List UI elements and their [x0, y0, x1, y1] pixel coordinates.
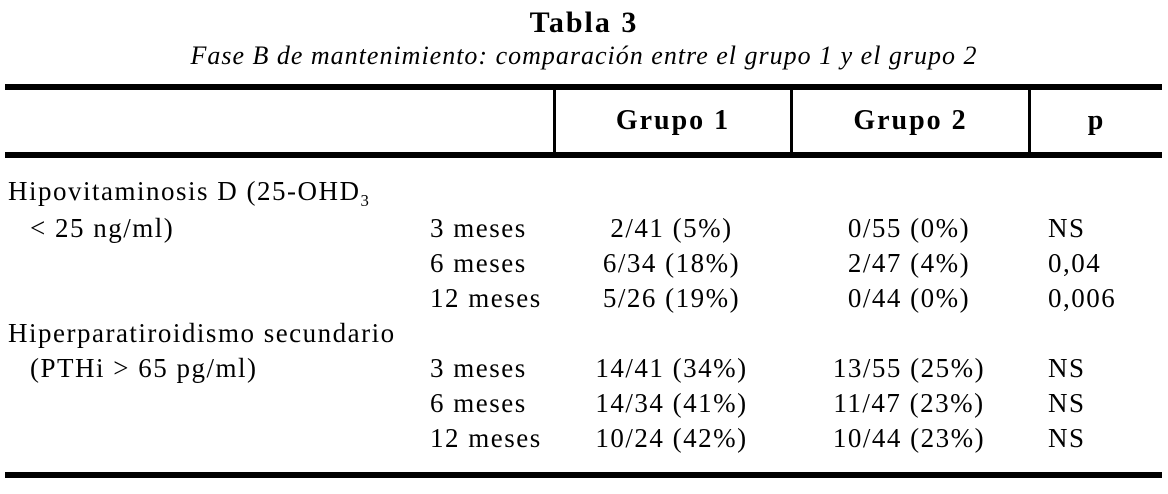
group2-value: 10/44 (23%) — [832, 423, 986, 453]
group1-value: 6/34 (18%) — [602, 248, 741, 278]
row-label-text: < 25 ng/ml) — [30, 213, 175, 243]
group1-value: 5/26 (19%) — [602, 283, 741, 313]
table-title: Tabla 3 — [529, 6, 639, 39]
table-row: Hiperparatiroidismo secundario — [5, 316, 1162, 351]
header-cell-p: p — [1028, 90, 1162, 152]
table-body: Hipovitaminosis D (25-OHD3 < 25 ng/ml) 3… — [5, 158, 1162, 456]
table-subtitle: Fase B de mantenimiento: comparación ent… — [190, 41, 978, 70]
group2-value: 0/55 (0%) — [847, 213, 971, 243]
row-label: Hipovitaminosis D (25-OHD3 — [5, 176, 430, 211]
group1-value: 14/34 (41%) — [595, 388, 748, 418]
row-label: (PTHi > 65 pg/ml) — [5, 353, 430, 384]
row-period: 3 meses — [430, 213, 527, 243]
table-row: 12 meses 5/26 (19%) 0/44 (0%) 0,006 — [5, 281, 1162, 316]
table-row: (PTHi > 65 pg/ml) 3 meses 14/41 (34%) 13… — [5, 351, 1162, 386]
p-value: NS — [1048, 423, 1086, 453]
row-period: 6 meses — [430, 248, 527, 278]
group2-value: 0/44 (0%) — [847, 283, 971, 313]
table-row: Hipovitaminosis D (25-OHD3 — [5, 176, 1162, 211]
group2-value: 11/47 (23%) — [833, 388, 985, 418]
label-subscript: 3 — [360, 190, 369, 210]
row-period: 12 meses — [430, 423, 542, 453]
group1-value: 14/41 (34%) — [595, 353, 748, 383]
row-label-text: Hipovitaminosis D (25-OHD — [8, 176, 361, 207]
table-row: 6 meses 6/34 (18%) 2/47 (4%) 0,04 — [5, 246, 1162, 281]
p-value: NS — [1048, 213, 1086, 243]
group2-value: 2/47 (4%) — [847, 248, 971, 278]
group2-value: 13/55 (25%) — [832, 353, 986, 383]
row-period: 3 meses — [430, 353, 527, 383]
row-label-text: (PTHi > 65 pg/ml) — [30, 353, 258, 383]
p-value: 0,006 — [1048, 283, 1117, 313]
header-cell-group2: Grupo 2 — [790, 90, 1028, 152]
p-value: NS — [1048, 353, 1086, 383]
row-period: 12 meses — [430, 283, 542, 313]
header-cell-empty — [5, 90, 553, 152]
group1-value: 10/24 (42%) — [595, 423, 748, 453]
table-bottom-rule — [5, 472, 1162, 478]
p-value: 0,04 — [1048, 248, 1102, 278]
row-period: 6 meses — [430, 388, 527, 418]
table-row: < 25 ng/ml) 3 meses 2/41 (5%) 0/55 (0%) … — [5, 211, 1162, 246]
row-label: < 25 ng/ml) — [5, 213, 430, 244]
table-row: 6 meses 14/34 (41%) 11/47 (23%) NS — [5, 386, 1162, 421]
row-label-text: Hiperparatiroidismo secundario — [8, 318, 396, 348]
row-label: Hiperparatiroidismo secundario — [5, 318, 430, 349]
table-row: 12 meses 10/24 (42%) 10/44 (23%) NS — [5, 421, 1162, 456]
group1-value: 2/41 (5%) — [610, 213, 733, 243]
table-header-row: Grupo 1 Grupo 2 p — [5, 90, 1162, 152]
p-value: NS — [1048, 388, 1086, 418]
table-header-rule — [5, 152, 1162, 158]
table-top-rule — [5, 84, 1162, 90]
header-cell-group1: Grupo 1 — [553, 90, 790, 152]
